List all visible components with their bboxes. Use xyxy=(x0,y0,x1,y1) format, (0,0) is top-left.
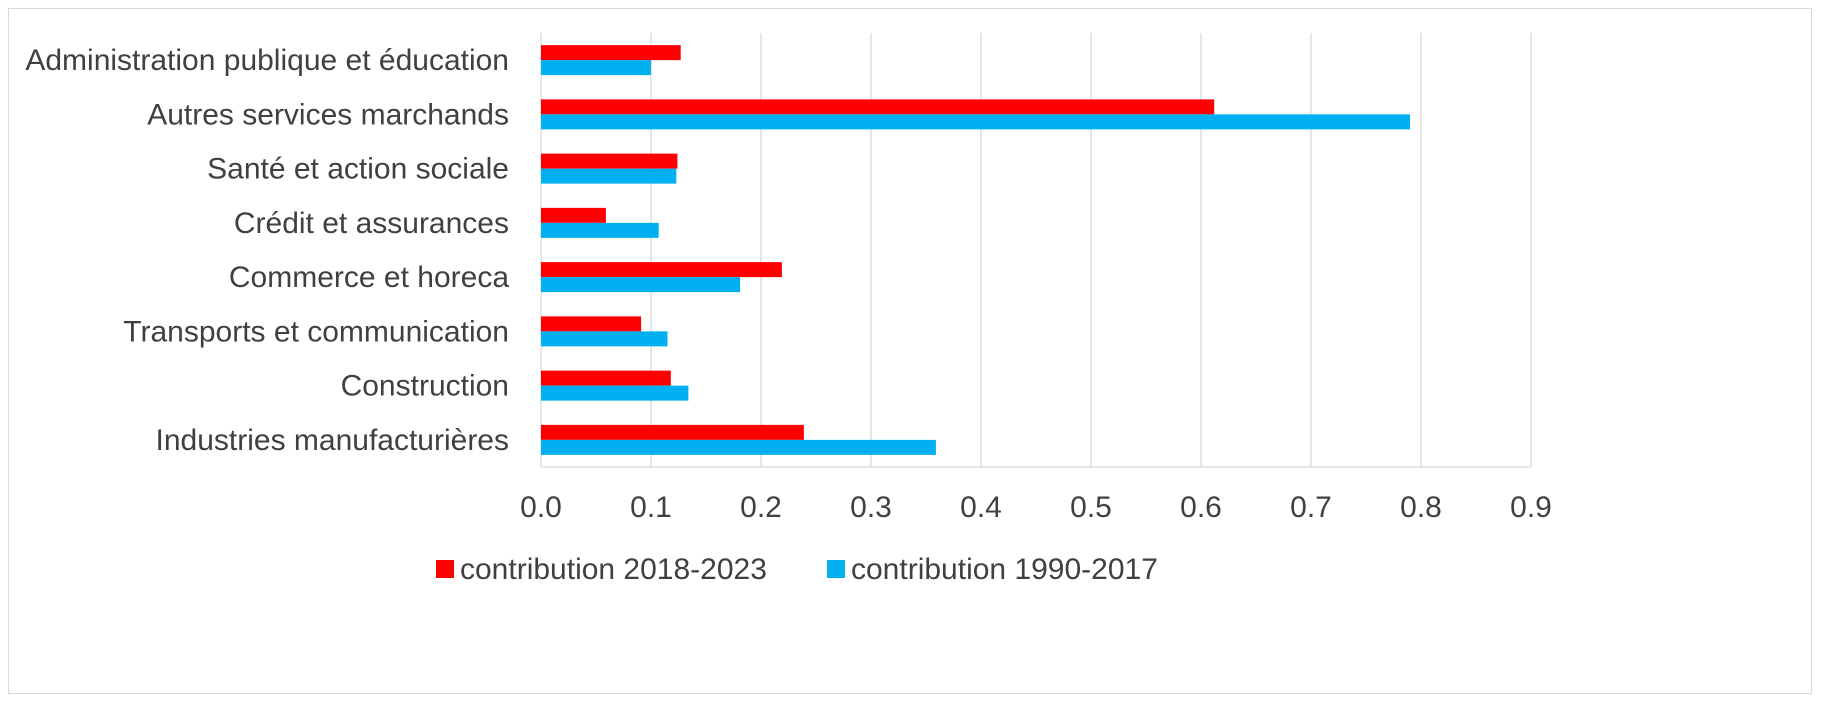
bar-2018-2023-1 xyxy=(541,99,1215,115)
bar-1990-2017-3 xyxy=(541,222,659,238)
legend-swatch-1 xyxy=(827,560,845,578)
category-label: Autres services marchands xyxy=(147,98,509,131)
x-tick-label: 0.1 xyxy=(630,491,672,524)
x-tick-label: 0.3 xyxy=(850,491,892,524)
bar-2018-2023-4 xyxy=(541,262,782,278)
bar-1990-2017-4 xyxy=(541,277,741,293)
bar-1990-2017-2 xyxy=(541,168,677,184)
category-labels: Administration publique et éducation Autr… xyxy=(25,44,509,457)
x-tick-label: 0.4 xyxy=(960,491,1002,524)
bar-2018-2023-6 xyxy=(541,370,671,386)
x-tick-label: 0.5 xyxy=(1070,491,1112,524)
bar-2018-2023-5 xyxy=(541,316,642,332)
x-tick-label: 0.6 xyxy=(1180,491,1222,524)
bar-2018-2023-0 xyxy=(541,45,681,61)
gridlines xyxy=(540,33,1532,468)
category-label: Commerce et horeca xyxy=(229,261,509,294)
x-tick-labels: 0.0 0.1 0.2 0.3 0.4 0.5 0.6 0.7 0.8 0.9 xyxy=(520,491,1552,524)
category-label: Transports et communication xyxy=(123,315,509,348)
legend-label-0: contribution 2018-2023 xyxy=(460,553,767,586)
bar-2018-2023-7 xyxy=(541,424,804,440)
bar-1990-2017-6 xyxy=(541,385,689,401)
legend-label-1: contribution 1990-2017 xyxy=(851,553,1158,586)
category-label: Construction xyxy=(341,370,509,403)
bar-1990-2017-1 xyxy=(541,114,1410,130)
category-label: Administration publique et éducation xyxy=(25,44,509,77)
bars xyxy=(541,45,1410,455)
bar-1990-2017-5 xyxy=(541,331,668,347)
bar-2018-2023-2 xyxy=(541,153,678,169)
x-tick-label: 0.8 xyxy=(1400,491,1442,524)
category-label: Industries manufacturières xyxy=(156,424,510,457)
bar-2018-2023-3 xyxy=(541,207,606,223)
x-tick-label: 0.9 xyxy=(1510,491,1552,524)
bar-1990-2017-0 xyxy=(541,60,651,76)
legend: contribution 2018-2023 contribution 1990-… xyxy=(436,553,1158,586)
x-tick-label: 0.2 xyxy=(740,491,782,524)
x-tick-label: 0.0 xyxy=(520,491,562,524)
x-tick-label: 0.7 xyxy=(1290,491,1332,524)
legend-swatch-0 xyxy=(436,560,454,578)
bar-1990-2017-7 xyxy=(541,439,936,455)
category-label: Santé et action sociale xyxy=(207,153,509,186)
category-label: Crédit et assurances xyxy=(234,207,509,240)
